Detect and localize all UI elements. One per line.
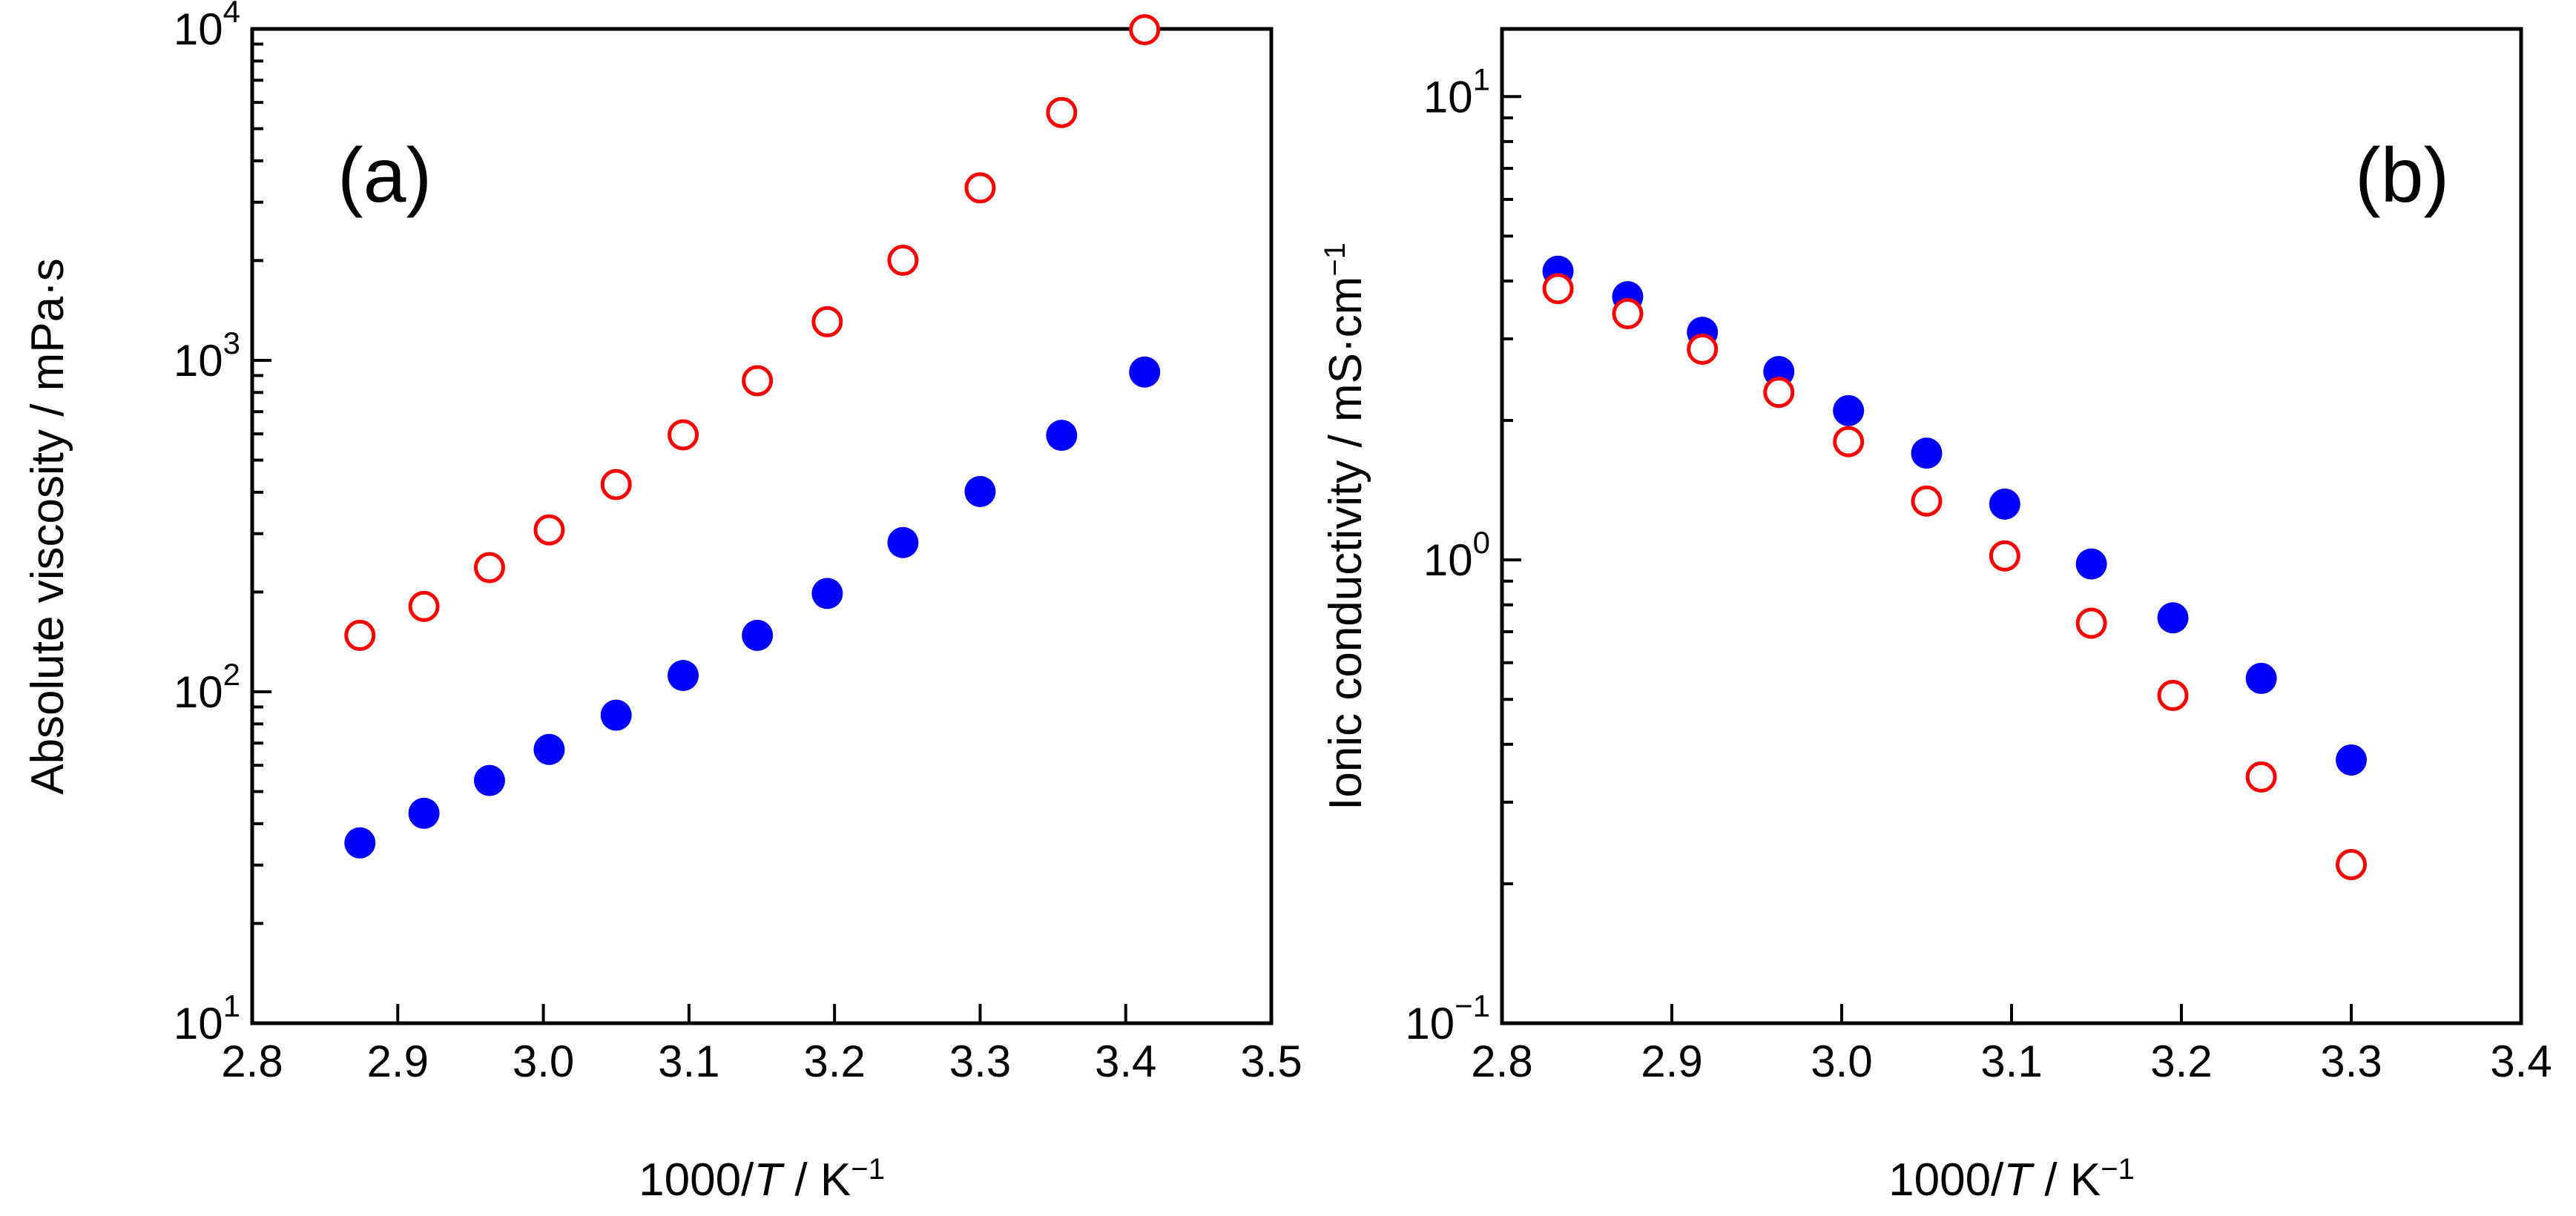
x-title-prefix: 1000/ [639,1154,754,1206]
data-point-filled-blue [964,475,996,507]
panel-a-tick-labels: 2.8 2.9 3.0 3.1 3.2 3.3 3.4 3.5 101 102 103 104 [174,0,1302,1086]
panel-b-conductivity: 2.8 2.9 3.0 3.1 3.2 3.3 3.4 10−1 100 101 (b) Ioni… [1319,27,2552,1206]
data-point-filled-blue [1989,488,2020,520]
y-tick-label: 100 [1423,525,1490,585]
data-point-open-red [1687,333,1719,365]
x-tick-label: 2.8 [1471,1037,1532,1086]
y-tick-label: 102 [174,657,240,717]
x-tick-label: 3.4 [1095,1037,1156,1086]
x-tick-label: 3.0 [1811,1037,1872,1086]
x-tick-label: 2.9 [367,1037,429,1086]
panel-b-tick-labels: 2.8 2.9 3.0 3.1 3.2 3.3 3.4 10−1 100 101 [1405,62,2552,1086]
y-tick-label: 103 [174,326,240,386]
x-tick-label: 3.1 [658,1037,719,1086]
x-tick-label: 3.0 [513,1037,574,1086]
x-title-suffix: / K [782,1154,851,1206]
data-point-filled-blue [742,619,774,651]
data-point-filled-blue [887,526,919,558]
x-tick-label: 3.2 [803,1037,865,1086]
data-point-filled-blue [1046,420,1078,452]
x-tick-label: 2.9 [1641,1037,1702,1086]
x-tick-label: 3.3 [949,1037,1011,1086]
x-title-sup: −1 [851,1153,885,1186]
data-point-open-red [1989,540,2020,572]
data-point-open-red [887,245,919,277]
data-point-filled-blue [1129,356,1161,388]
x-tick-label: 2.8 [221,1037,283,1086]
x-tick-label: 3.5 [1240,1037,1302,1086]
x-title-italic: T [2003,1154,2035,1206]
x-tick-label: 3.2 [2150,1037,2212,1086]
panel-a-x-axis-title: 1000/T / K−1 [639,1153,885,1206]
data-point-filled-blue [408,797,440,829]
panel-b-tag: (b) [2355,133,2449,219]
data-point-open-red [668,419,699,451]
data-point-open-red [2336,849,2367,881]
data-point-filled-blue [668,659,699,691]
x-title-suffix: / K [2032,1154,2101,1206]
y-tick-label: 101 [1423,62,1490,122]
y-title-text: Ionic conductivity / mS·cm [1320,277,1371,810]
data-point-open-red [1763,377,1795,409]
data-point-filled-blue [1833,394,1865,426]
panel-a-tag: (a) [337,133,432,219]
y-tick-label: 104 [174,0,240,54]
data-point-open-red [1612,298,1644,330]
data-point-filled-blue [811,578,843,609]
data-point-open-red [2157,679,2189,711]
data-point-open-red [1833,426,1865,457]
x-title-italic: T [754,1154,785,1206]
data-point-open-red [1911,485,1943,517]
data-point-filled-blue [533,733,565,765]
data-point-filled-blue [473,764,505,796]
data-point-open-red [408,590,440,622]
panel-a-points [344,14,1161,859]
panel-b-points [1542,255,2367,881]
y-tick-label: 101 [174,988,240,1048]
data-point-open-red [2075,607,2107,639]
data-point-open-red [1046,96,1078,128]
panel-a-ticks [251,27,1273,1025]
data-point-open-red [811,305,843,337]
data-point-filled-blue [2075,548,2107,580]
x-tick-label: 3.1 [1980,1037,2042,1086]
data-point-filled-blue [2157,602,2189,634]
data-point-open-red [1129,14,1161,46]
data-point-filled-blue [344,827,376,859]
x-tick-label: 3.4 [2490,1037,2552,1086]
y-tick-label: 10−1 [1405,988,1490,1048]
data-point-filled-blue [1911,437,1943,469]
data-point-open-red [533,514,565,546]
y-title-sup: −1 [1319,242,1351,277]
data-point-open-red [742,365,774,397]
panel-a-y-axis-title: Absolute viscosity / mPa·s [22,258,73,795]
x-title-sup: −1 [2101,1153,2135,1186]
panel-a-viscosity: 2.8 2.9 3.0 3.1 3.2 3.3 3.4 3.5 101 102 103 104 (a)… [22,0,1302,1206]
panel-a-frame [250,27,1274,1025]
data-point-filled-blue [600,699,632,731]
x-title-prefix: 1000/ [1888,1154,2004,1206]
x-tick-label: 3.3 [2320,1037,2382,1086]
data-point-open-red [344,619,376,651]
panel-b-y-axis-title: Ionic conductivity / mS·cm−1 [1319,242,1371,810]
data-point-filled-blue [2336,744,2367,776]
panel-b-ticks [1501,95,2523,1025]
data-point-filled-blue [2245,662,2277,694]
data-point-open-red [473,552,505,584]
data-point-open-red [600,469,632,500]
data-point-open-red [964,172,996,204]
data-point-open-red [1542,273,1574,305]
panel-b-x-axis-title: 1000/T / K−1 [1888,1153,2135,1206]
data-point-open-red [2245,761,2277,793]
